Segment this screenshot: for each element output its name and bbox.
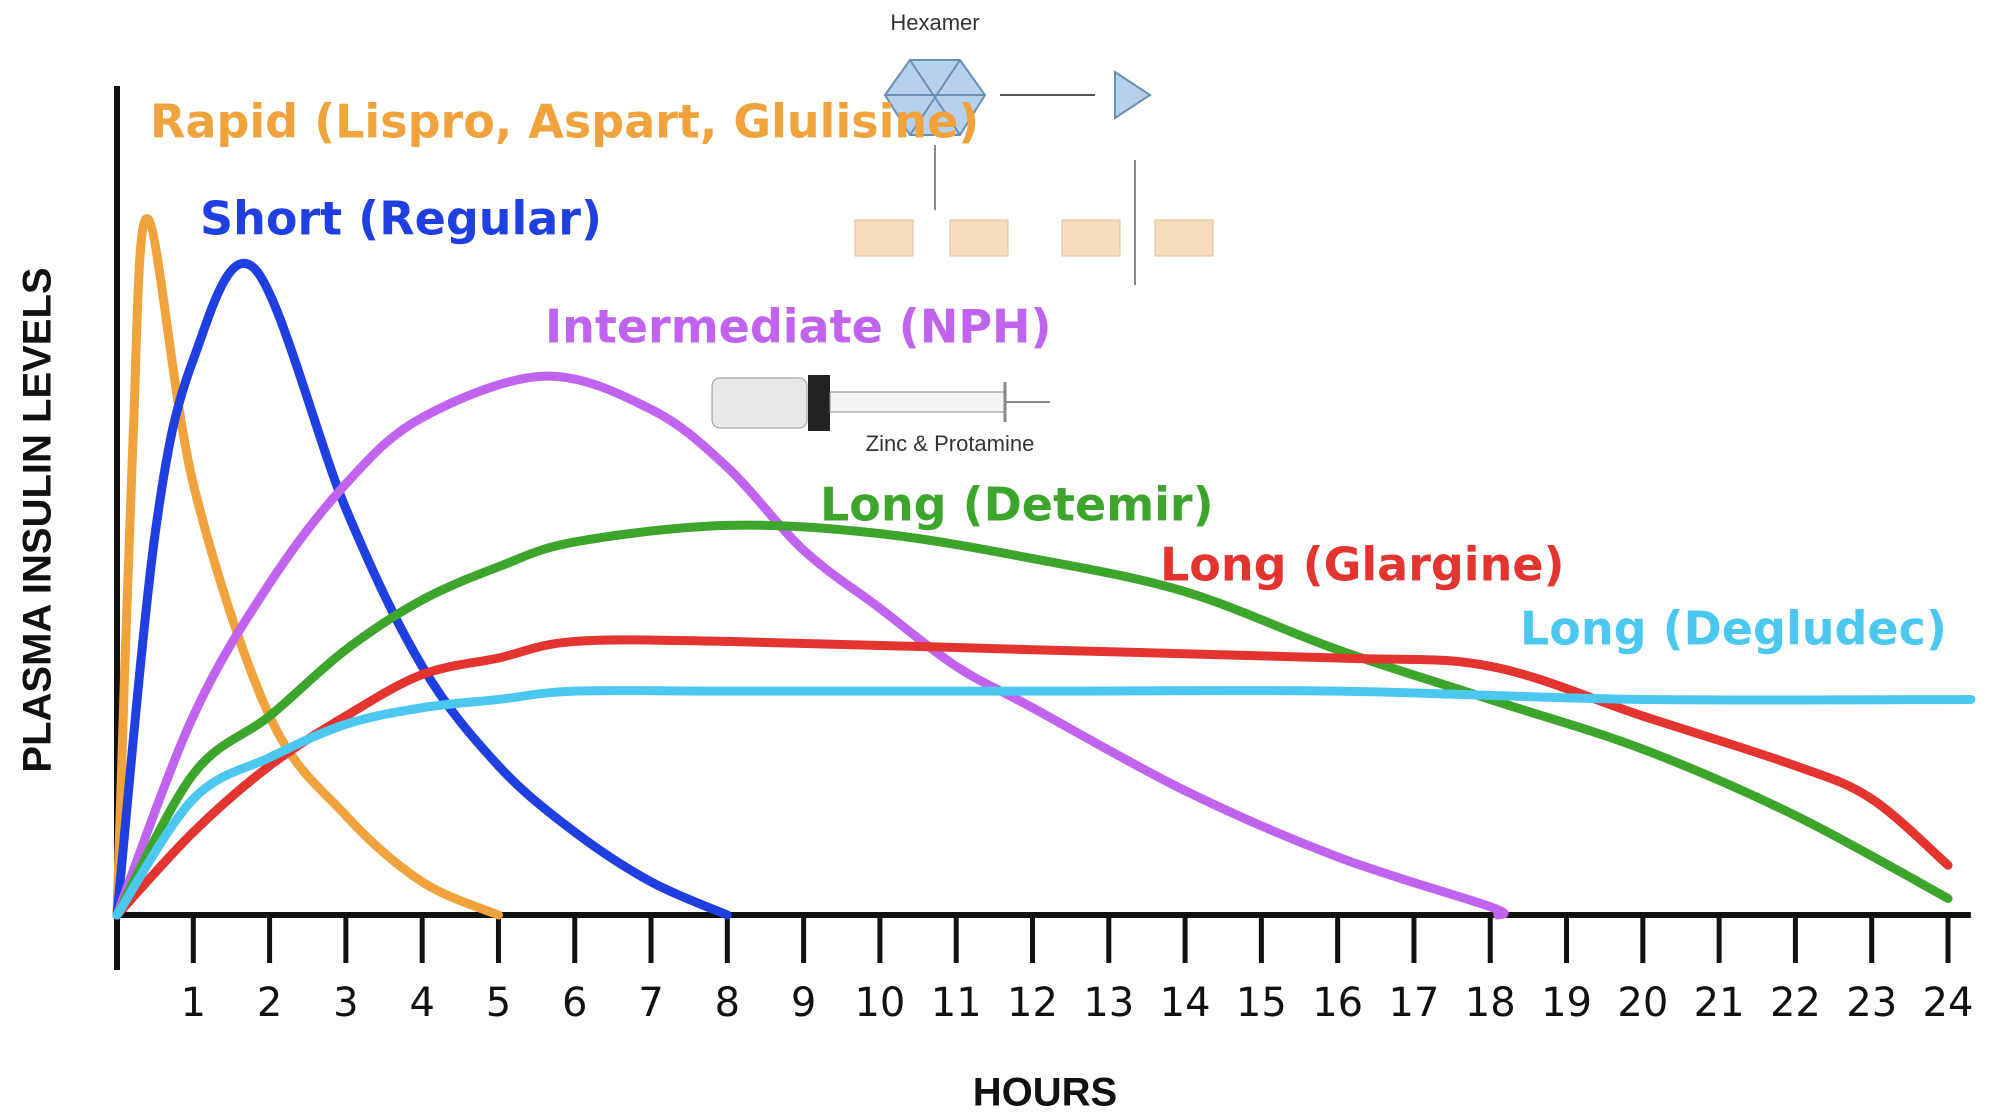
x-tick-label: 6 — [562, 980, 587, 1026]
series-label: Rapid (Lispro, Aspart, Glulisine) — [150, 95, 979, 149]
monomer-boxes — [855, 220, 1213, 256]
series-label: Long (Glargine) — [1160, 538, 1565, 592]
x-tick-label: 2 — [257, 980, 282, 1026]
x-axis-title: HOURS — [973, 1071, 1117, 1115]
x-tick-label: 8 — [715, 980, 740, 1026]
x-tick-label: 12 — [1007, 980, 1058, 1026]
y-axis-title: PLASMA INSULIN LEVELS — [16, 267, 60, 772]
annotation: Zinc & Protamine — [866, 431, 1035, 456]
chart: Hexamer Zinc & Protamine HOURS PLASMA IN… — [0, 0, 1989, 1117]
x-tick-label: 22 — [1770, 980, 1821, 1026]
x-tick-label: 18 — [1465, 980, 1516, 1026]
x-tick-label: 21 — [1694, 980, 1745, 1026]
x-tick-label: 5 — [486, 980, 511, 1026]
x-tick-label: 17 — [1389, 980, 1440, 1026]
x-tick-label: 1 — [181, 980, 206, 1026]
annotation: Hexamer — [890, 10, 979, 35]
x-tick-label: 10 — [854, 980, 905, 1026]
x-tick-label: 19 — [1541, 980, 1592, 1026]
series-label: Long (Detemir) — [820, 478, 1214, 532]
x-tick-label: 13 — [1083, 980, 1134, 1026]
x-tick-label: 20 — [1617, 980, 1668, 1026]
syringe-icon — [712, 375, 1050, 431]
x-tick-label: 3 — [333, 980, 358, 1026]
x-tick-label: 4 — [409, 980, 434, 1026]
x-tick-label: 16 — [1312, 980, 1363, 1026]
x-tick-label: 23 — [1846, 980, 1897, 1026]
x-tick-label: 9 — [791, 980, 816, 1026]
series-label: Long (Degludec) — [1520, 602, 1947, 656]
series-line — [117, 640, 1948, 915]
series-label: Intermediate (NPH) — [545, 300, 1052, 354]
series-line — [117, 691, 1971, 915]
series-label: Short (Regular) — [200, 192, 602, 246]
x-tick-label: 7 — [638, 980, 663, 1026]
x-tick-label: 24 — [1923, 980, 1974, 1026]
x-tick-label: 11 — [931, 980, 982, 1026]
x-tick-label: 15 — [1236, 980, 1287, 1026]
x-tick-label: 14 — [1160, 980, 1211, 1026]
